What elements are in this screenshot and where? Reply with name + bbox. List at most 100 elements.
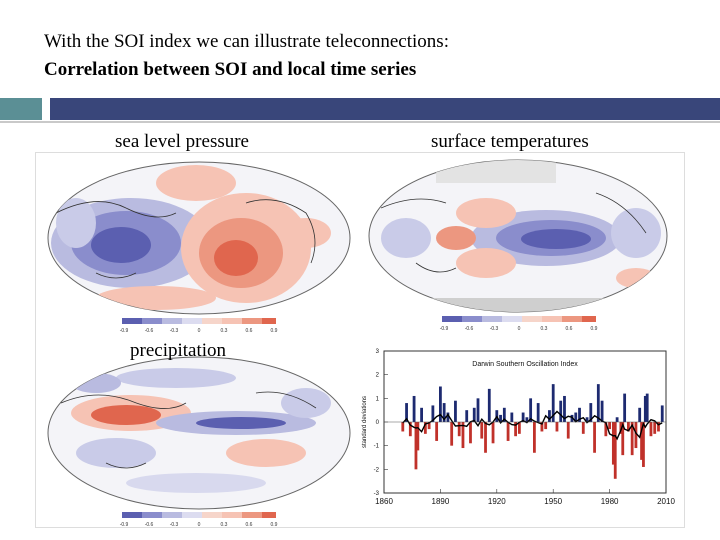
divider-line <box>0 121 720 123</box>
soi-bar <box>642 422 645 467</box>
soi-bar <box>450 422 454 446</box>
colorbar-tick-label: 0 <box>198 328 201 334</box>
colorbar-tick-label: -0.9 <box>120 328 129 334</box>
soi-bar <box>465 410 469 422</box>
x-tick-label: 2010 <box>657 497 675 506</box>
soi-bar <box>461 422 465 449</box>
colorbar-tick-label: 0.3 <box>221 328 228 334</box>
colorbar-tick-label: 0.3 <box>541 326 548 332</box>
slide-title: With the SOI index we can illustrate tel… <box>44 28 684 84</box>
colorbar-tick-label: 0.9 <box>271 522 278 527</box>
soi-bar <box>491 422 495 444</box>
soi-bar <box>585 417 589 422</box>
soi-bar <box>431 405 435 422</box>
soi-bar <box>640 422 643 460</box>
soi-bar <box>499 414 502 422</box>
soi-bar <box>405 403 408 422</box>
soi-bar <box>604 422 608 437</box>
y-tick-label: -2 <box>374 467 380 473</box>
soi-bar <box>657 422 660 432</box>
soi-bar <box>548 410 551 422</box>
soi-bar <box>578 407 581 422</box>
colorbar-tick-label: -0.3 <box>170 522 179 527</box>
x-tick-label: 1950 <box>544 497 562 506</box>
soi-bar <box>536 403 540 422</box>
soi-bar <box>643 395 647 422</box>
soi-bar <box>613 422 617 479</box>
soi-bar <box>517 422 521 434</box>
y-tick-label: 3 <box>376 349 380 355</box>
soi-bar <box>502 407 506 422</box>
map-surface-temperature <box>368 159 668 313</box>
soi-bar <box>540 422 544 432</box>
colorbar-tick-label: -0.6 <box>145 328 154 334</box>
soi-bar <box>574 412 578 422</box>
x-tick-label: 1860 <box>375 497 393 506</box>
label-precipitation: precipitation <box>130 340 227 361</box>
soi-bar <box>551 384 555 422</box>
colorbar-tick-label: -0.6 <box>465 326 474 332</box>
colorbar-tick-label: -0.9 <box>120 522 129 527</box>
soi-bar <box>563 395 566 422</box>
accent-bar-teal <box>0 98 42 120</box>
soi-bar <box>442 403 446 422</box>
soi-bar <box>589 403 593 422</box>
soi-bar <box>427 422 431 430</box>
soi-bar <box>645 393 649 422</box>
soi-bar <box>660 405 664 422</box>
colorbar-tick-label: 0.6 <box>246 328 253 334</box>
soi-bar <box>593 422 596 453</box>
soi-bar <box>487 388 491 422</box>
soi-bar <box>408 422 412 437</box>
colorbar-tick-label: -0.9 <box>440 326 449 332</box>
title-line-2: Correlation between SOI and local time s… <box>44 59 417 80</box>
colorbar-tick-label: -0.3 <box>170 328 179 334</box>
soi-bar <box>525 417 529 422</box>
soi-smoothed-line <box>402 410 663 441</box>
soi-bar <box>420 407 423 422</box>
soi-bar <box>544 422 548 430</box>
soi-bar <box>480 422 484 439</box>
soi-bar <box>630 422 634 456</box>
soi-bar <box>514 422 517 437</box>
colorbar-tick-label: -0.3 <box>490 326 499 332</box>
soi-bar <box>621 422 625 456</box>
title-line-1: With the SOI index we can illustrate tel… <box>44 31 449 52</box>
soi-bar <box>435 422 439 441</box>
soi-bar <box>439 386 442 422</box>
y-tick-label: -3 <box>374 491 380 497</box>
soi-bar <box>469 422 472 444</box>
soi-bar <box>521 412 525 422</box>
soi-chart: Darwin Southern Oscillation Index standa… <box>362 349 675 506</box>
soi-bar <box>472 407 476 422</box>
colorbar-tick-label: 0.6 <box>246 522 253 527</box>
soi-bar <box>623 393 627 422</box>
soi-bar <box>566 422 570 439</box>
soi-bar <box>615 417 619 422</box>
figure-panel: -0.9 -0.6 -0.3 0 0.3 0.6 0.9 -0.9 -0.6 -0.3 0 0.3 0… <box>35 152 685 528</box>
soi-bar <box>638 407 642 422</box>
colorbar-tick-label: 0.3 <box>221 522 228 527</box>
y-tick-label: -1 <box>374 444 380 450</box>
soi-bar <box>653 422 657 434</box>
soi-bar <box>596 384 600 422</box>
soi-bar <box>454 400 457 422</box>
soi-bar <box>634 422 638 449</box>
soi-bar <box>559 400 563 422</box>
soi-bar <box>581 422 585 434</box>
x-tick-label: 1890 <box>432 497 450 506</box>
label-surface-temperatures: surface temperatures <box>431 131 589 152</box>
soi-bar <box>412 395 416 422</box>
soi-bar <box>555 422 559 432</box>
soi-bar <box>510 412 514 422</box>
soi-bar <box>533 422 536 453</box>
soi-bar <box>529 398 533 422</box>
y-tick-label: 2 <box>376 373 380 379</box>
soi-bar <box>423 422 427 434</box>
y-tick-label: 1 <box>376 396 380 402</box>
soi-bar <box>446 412 450 422</box>
figure-svg: -0.9 -0.6 -0.3 0 0.3 0.6 0.9 -0.9 -0.6 -0.3 0 0.3 0… <box>47 159 675 527</box>
map-sea-level-pressure <box>47 161 351 315</box>
colorbar-tick-label: -0.6 <box>145 522 154 527</box>
y-tick-label: 0 <box>376 420 380 426</box>
